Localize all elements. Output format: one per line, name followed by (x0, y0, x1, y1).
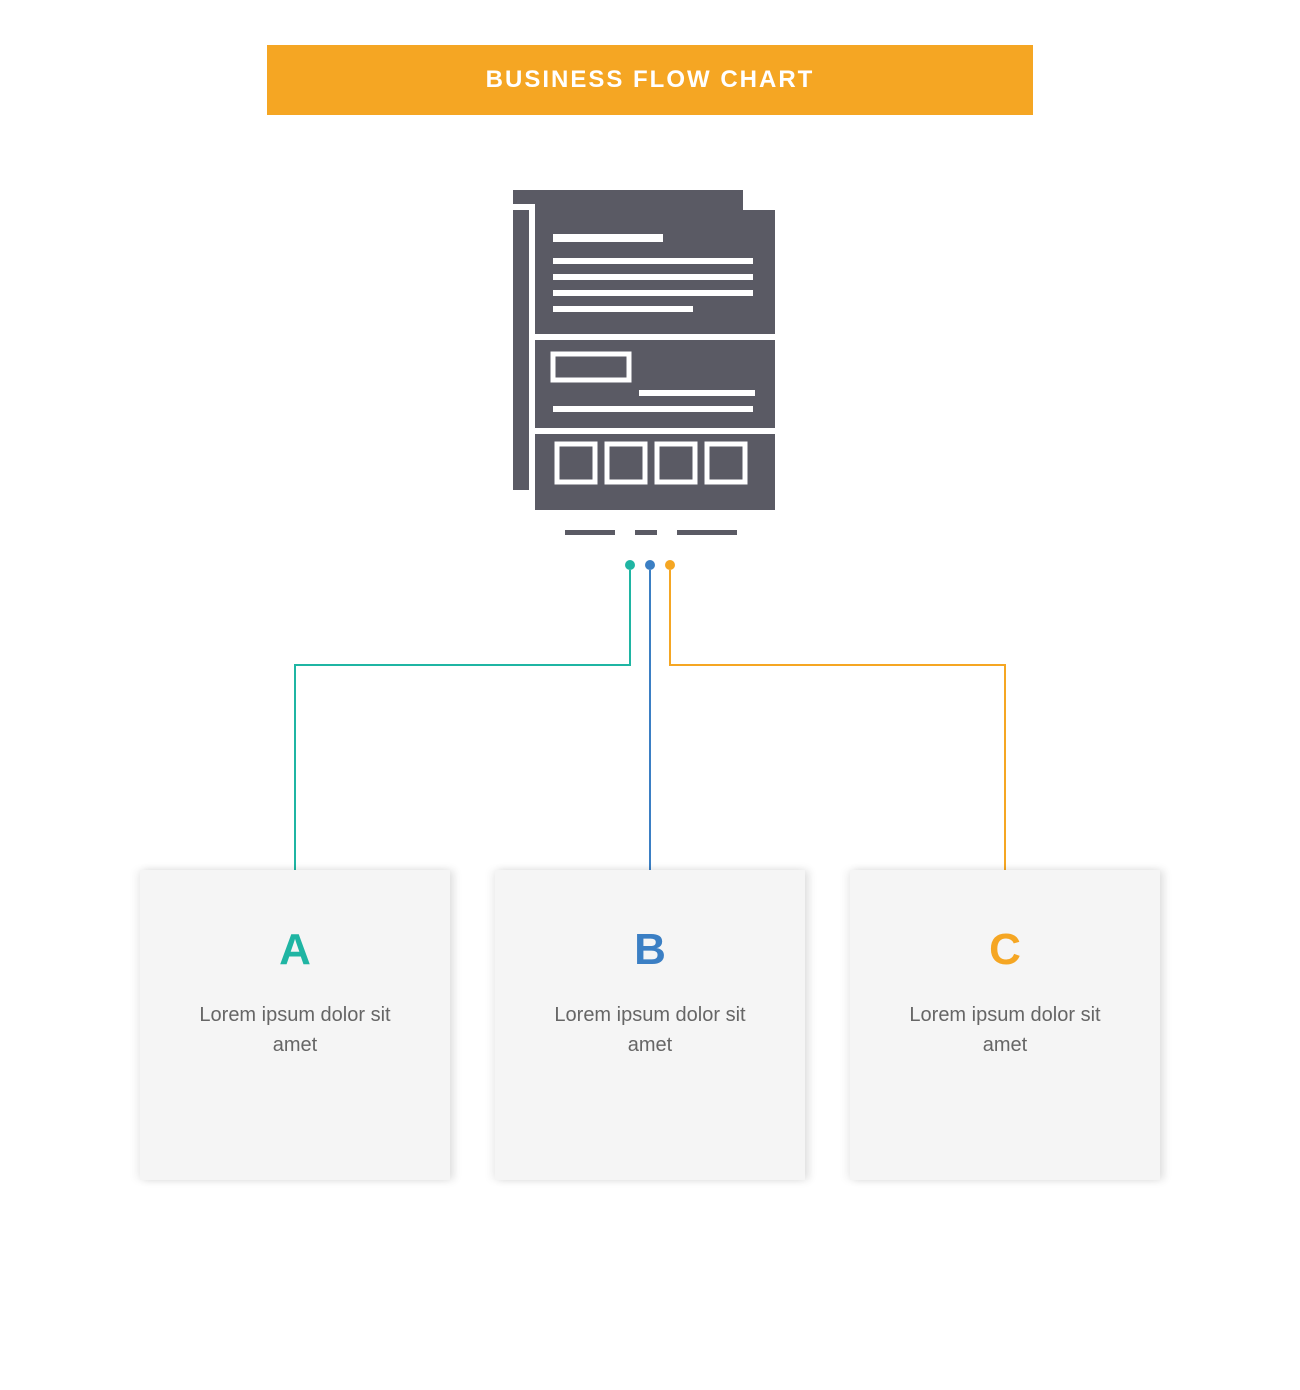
card-letter-a: A (279, 925, 311, 975)
header-banner: Business Flow Chart (267, 45, 1033, 115)
card-letter-c: C (989, 925, 1021, 975)
card-b: B Lorem ipsum dolor sit amet (495, 870, 805, 1180)
header-title: Business Flow Chart (486, 66, 815, 94)
card-a: A Lorem ipsum dolor sit amet (140, 870, 450, 1180)
cards-row: A Lorem ipsum dolor sit amet B Lorem ips… (140, 870, 1160, 1180)
infographic-canvas: Business Flow Chart (45, 45, 1255, 1255)
card-letter-b: B (634, 925, 666, 975)
wireframe-document-icon (505, 190, 795, 560)
card-text-b: Lorem ipsum dolor sit amet (495, 1000, 805, 1060)
card-c: C Lorem ipsum dolor sit amet (850, 870, 1160, 1180)
card-text-a: Lorem ipsum dolor sit amet (140, 1000, 450, 1060)
card-text-c: Lorem ipsum dolor sit amet (850, 1000, 1160, 1060)
connector-lines (45, 550, 1255, 900)
